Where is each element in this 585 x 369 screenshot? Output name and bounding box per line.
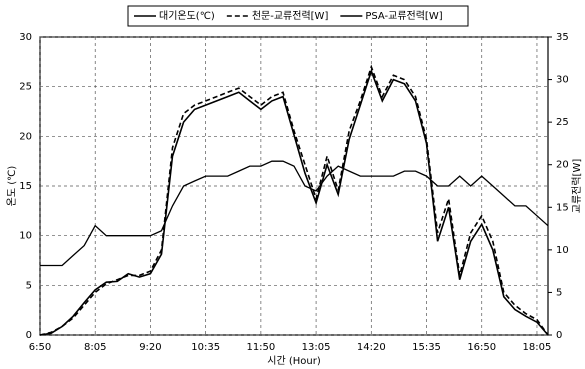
data-line [40,160,549,267]
y2-tick-label: 10 [556,245,569,256]
legend-label: 대기온도(℃) [159,10,215,22]
y-tick-label: 5 [26,280,32,291]
y2-tick-label: 0 [556,330,562,341]
x-tick-label: 6:50 [29,342,51,353]
y-tick-label: 25 [19,82,32,93]
x-tick-label: 15:35 [412,342,441,353]
x-tick-label: 9:20 [139,342,161,353]
x-tick-label: 18:05 [523,342,552,353]
y2-tick-label: 25 [556,117,569,128]
y2-tick-label: 35 [556,32,569,43]
x-tick-label: 13:05 [302,342,331,353]
y-tick-label: 30 [19,32,32,43]
data-line [39,68,549,336]
y2-tick-label: 15 [556,202,569,213]
x-tick-label: 10:35 [191,342,220,353]
y2-tick-label: 5 [556,287,562,298]
y2-tick-label: 20 [556,160,569,171]
y2-tick-label: 30 [556,75,569,86]
x-tick-label: 16:50 [467,342,496,353]
data-line [39,64,549,336]
y-tick-label: 15 [19,181,32,192]
legend-label: PSA-교류전력[W] [365,10,442,22]
y-tick-label: 20 [19,131,32,142]
legend-box [127,5,469,27]
x-tick-label: 8:05 [84,342,106,353]
y-tick-label: 0 [26,330,32,341]
x-tick-label: 14:20 [357,342,386,353]
y2-axis-title: 교류전력[W] [571,159,583,214]
y-tick-label: 10 [19,231,32,242]
legend-label: 천문-교류전력[W] [252,10,329,22]
y-axis-title: 온도 (℃) [6,166,18,207]
x-tick-label: 11:50 [246,342,275,353]
x-axis-title: 시간 (Hour) [267,355,321,367]
